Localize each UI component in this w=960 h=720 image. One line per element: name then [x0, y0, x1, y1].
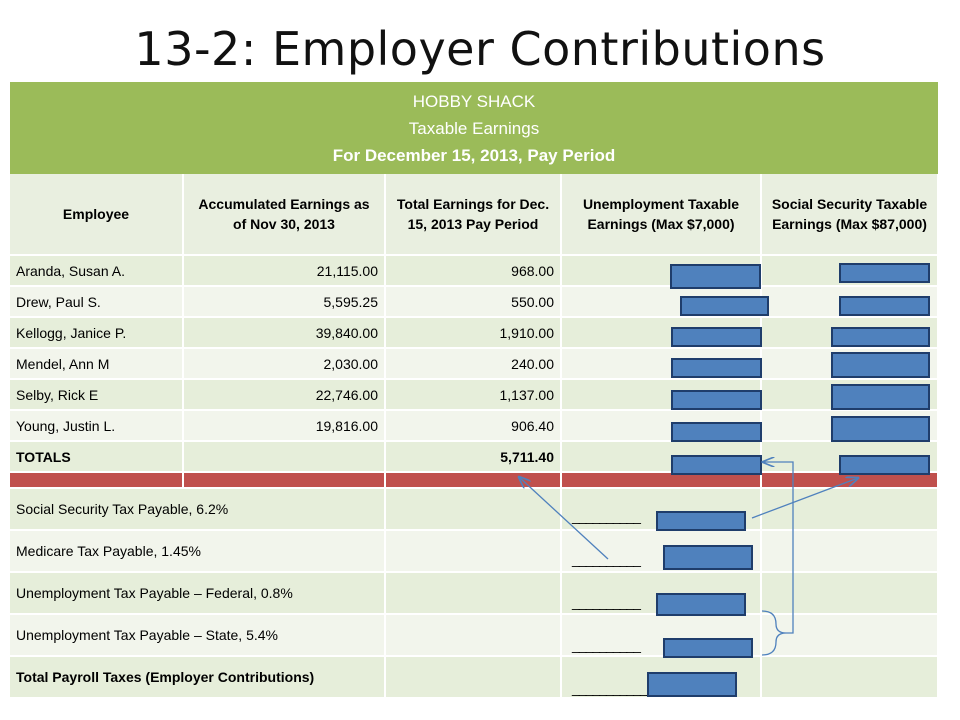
- employee-name: Aranda, Susan A.: [10, 255, 184, 287]
- answer-line: __________: [572, 637, 641, 653]
- answer-box[interactable]: [647, 672, 737, 697]
- arrow-unemployment-total: [763, 462, 794, 634]
- answer-box[interactable]: [663, 545, 753, 570]
- current-earnings: 1,910.00: [385, 317, 562, 349]
- report-period: For December 15, 2013, Pay Period: [332, 146, 616, 165]
- employee-name: Selby, Rick E: [10, 379, 184, 411]
- tax-empty: [761, 572, 939, 615]
- report-name: Taxable Earnings: [408, 119, 540, 138]
- employee-name: Drew, Paul S.: [10, 286, 184, 318]
- col-header-accumulated: Accumulated Earnings as of Nov 30, 2013: [183, 174, 386, 256]
- answer-box[interactable]: [671, 390, 762, 410]
- taxable-earnings-table: Employee Accumulated Earnings as of Nov …: [10, 174, 939, 699]
- table-banner: HOBBY SHACK Taxable Earnings For Decembe…: [10, 82, 938, 174]
- col-header-employee: Employee: [10, 174, 184, 256]
- totals-current-earnings: 5,711.40: [385, 441, 562, 473]
- current-earnings: 550.00: [385, 286, 562, 318]
- page-title: 13-2: Employer Contributions: [134, 22, 826, 76]
- tax-empty: [761, 488, 939, 531]
- answer-box[interactable]: [831, 416, 930, 442]
- accumulated-earnings: 21,115.00: [183, 255, 386, 287]
- arrow-social-security: [751, 478, 858, 519]
- col-header-social-security: Social Security Taxable Earnings (Max $8…: [761, 174, 939, 256]
- accumulated-earnings: 5,595.25: [183, 286, 386, 318]
- accumulated-earnings: 2,030.00: [183, 348, 386, 380]
- tax-spacer: [385, 572, 562, 615]
- employee-name: Young, Justin L.: [10, 410, 184, 442]
- tax-spacer: [385, 656, 562, 699]
- tax-row: Unemployment Tax Payable – State, 5.4%: [10, 614, 939, 657]
- tax-empty: [761, 614, 939, 657]
- arrow-medicare-to-total: [519, 477, 609, 560]
- tax-label: Unemployment Tax Payable – Federal, 0.8%: [10, 572, 386, 615]
- tax-empty: [761, 656, 939, 699]
- table-row: Kellogg, Janice P. 39,840.00 1,910.00: [10, 317, 939, 349]
- answer-box[interactable]: [839, 296, 930, 316]
- current-earnings: 968.00: [385, 255, 562, 287]
- tax-label: Social Security Tax Payable, 6.2%: [10, 488, 386, 531]
- accumulated-earnings: 39,840.00: [183, 317, 386, 349]
- current-earnings: 1,137.00: [385, 379, 562, 411]
- answer-box[interactable]: [839, 263, 930, 283]
- answer-box[interactable]: [671, 422, 762, 442]
- answer-box[interactable]: [831, 352, 930, 378]
- answer-box[interactable]: [831, 384, 930, 410]
- tax-spacer: [385, 614, 562, 657]
- answer-box[interactable]: [671, 327, 762, 347]
- table-row: Young, Justin L. 19,816.00 906.40: [10, 410, 939, 442]
- answer-line: __________: [572, 594, 641, 610]
- answer-box[interactable]: [671, 455, 762, 475]
- header-row: Employee Accumulated Earnings as of Nov …: [10, 174, 939, 256]
- answer-line: __________: [572, 551, 641, 567]
- tax-spacer: [385, 530, 562, 573]
- answer-box[interactable]: [831, 327, 930, 347]
- table-row: Mendel, Ann M 2,030.00 240.00: [10, 348, 939, 380]
- company-name: HOBBY SHACK: [412, 92, 536, 111]
- unemployment-bracket: [761, 610, 787, 656]
- tax-spacer: [385, 488, 562, 531]
- answer-box[interactable]: [671, 358, 762, 378]
- tax-row: Social Security Tax Payable, 6.2%: [10, 488, 939, 531]
- current-earnings: 240.00: [385, 348, 562, 380]
- tax-empty: [761, 530, 939, 573]
- accumulated-earnings: 22,746.00: [183, 379, 386, 411]
- answer-box[interactable]: [680, 296, 769, 316]
- answer-line: __________: [572, 508, 641, 524]
- accumulated-earnings: 19,816.00: [183, 410, 386, 442]
- col-header-unemployment: Unemployment Taxable Earnings (Max $7,00…: [561, 174, 762, 256]
- employee-name: Mendel, Ann M: [10, 348, 184, 380]
- employee-name: Kellogg, Janice P.: [10, 317, 184, 349]
- answer-box[interactable]: [656, 511, 746, 531]
- current-earnings: 906.40: [385, 410, 562, 442]
- totals-label: TOTALS: [10, 441, 184, 473]
- answer-box[interactable]: [670, 264, 761, 289]
- totals-accumulated-cell: [183, 441, 386, 473]
- answer-box[interactable]: [839, 455, 930, 475]
- answer-box[interactable]: [656, 593, 746, 616]
- table-row: Aranda, Susan A. 21,115.00 968.00: [10, 255, 939, 287]
- tax-label: Medicare Tax Payable, 1.45%: [10, 530, 386, 573]
- answer-box[interactable]: [663, 638, 753, 658]
- tax-row: Unemployment Tax Payable – Federal, 0.8%: [10, 572, 939, 615]
- tax-label: Unemployment Tax Payable – State, 5.4%: [10, 614, 386, 657]
- col-header-current: Total Earnings for Dec. 15, 2013 Pay Per…: [385, 174, 562, 256]
- tax-total-label: Total Payroll Taxes (Employer Contributi…: [10, 656, 386, 699]
